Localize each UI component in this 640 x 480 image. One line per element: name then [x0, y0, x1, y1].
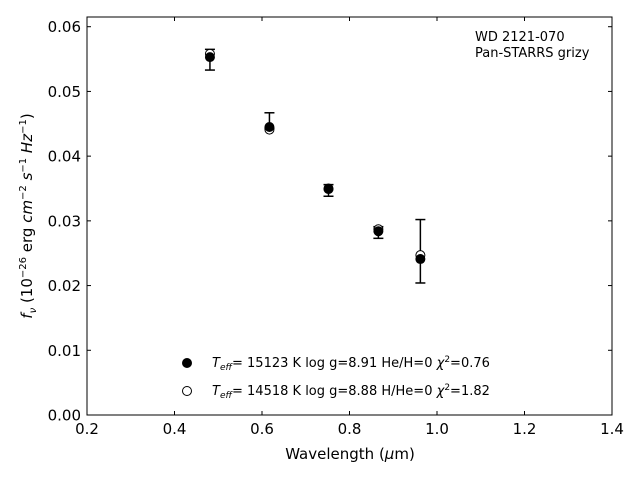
point-filled — [373, 226, 384, 237]
x-tick-label: 1.4 — [600, 420, 624, 438]
annotation-line-1: WD 2121-070 — [475, 30, 565, 45]
y-tick-label: 0.00 — [48, 407, 81, 425]
x-tick-label: 1.0 — [425, 420, 449, 438]
legend-marker-filled — [182, 358, 192, 368]
y-tick-label: 0.04 — [48, 148, 81, 166]
y-tick-label: 0.03 — [48, 212, 81, 230]
y-axis-label: fν (10−26 erg cm−2 s−1 Hz−1) — [18, 113, 39, 318]
x-tick-label: 0.6 — [250, 420, 274, 438]
x-axis-label: Wavelength (μm) — [285, 445, 415, 463]
point-filled — [323, 183, 334, 194]
axis-ticks: 0.2 0.4 0.6 0.8 1.0 1.2 1.4 0.00 0.01 0.02 0.03 0.0… — [48, 17, 624, 438]
x-tick-label: 0.2 — [75, 420, 99, 438]
annotation-line-2: Pan-STARRS grizy — [475, 46, 590, 61]
point-filled — [264, 122, 275, 133]
legend-entry-2: Teff= 14518 K log g=8.88 H/He=0 χ2=1.82 — [212, 383, 490, 401]
data-marks — [204, 48, 426, 284]
x-tick-label: 1.2 — [513, 420, 537, 438]
point-filled — [415, 254, 426, 265]
y-tick-label: 0.01 — [48, 342, 81, 360]
point-filled — [204, 52, 215, 63]
y-tick-label: 0.02 — [48, 277, 81, 295]
legend-marker-open — [182, 386, 192, 396]
y-tick-label: 0.05 — [48, 83, 81, 101]
y-tick-label: 0.06 — [48, 18, 81, 36]
legend-entry-1: Teff= 15123 K log g=8.91 He/H=0 χ2=0.76 — [212, 355, 490, 373]
x-tick-label: 0.8 — [338, 420, 362, 438]
legend: Teff= 15123 K log g=8.91 He/H=0 χ2=0.76 … — [182, 355, 490, 401]
x-tick-label: 0.4 — [163, 420, 187, 438]
